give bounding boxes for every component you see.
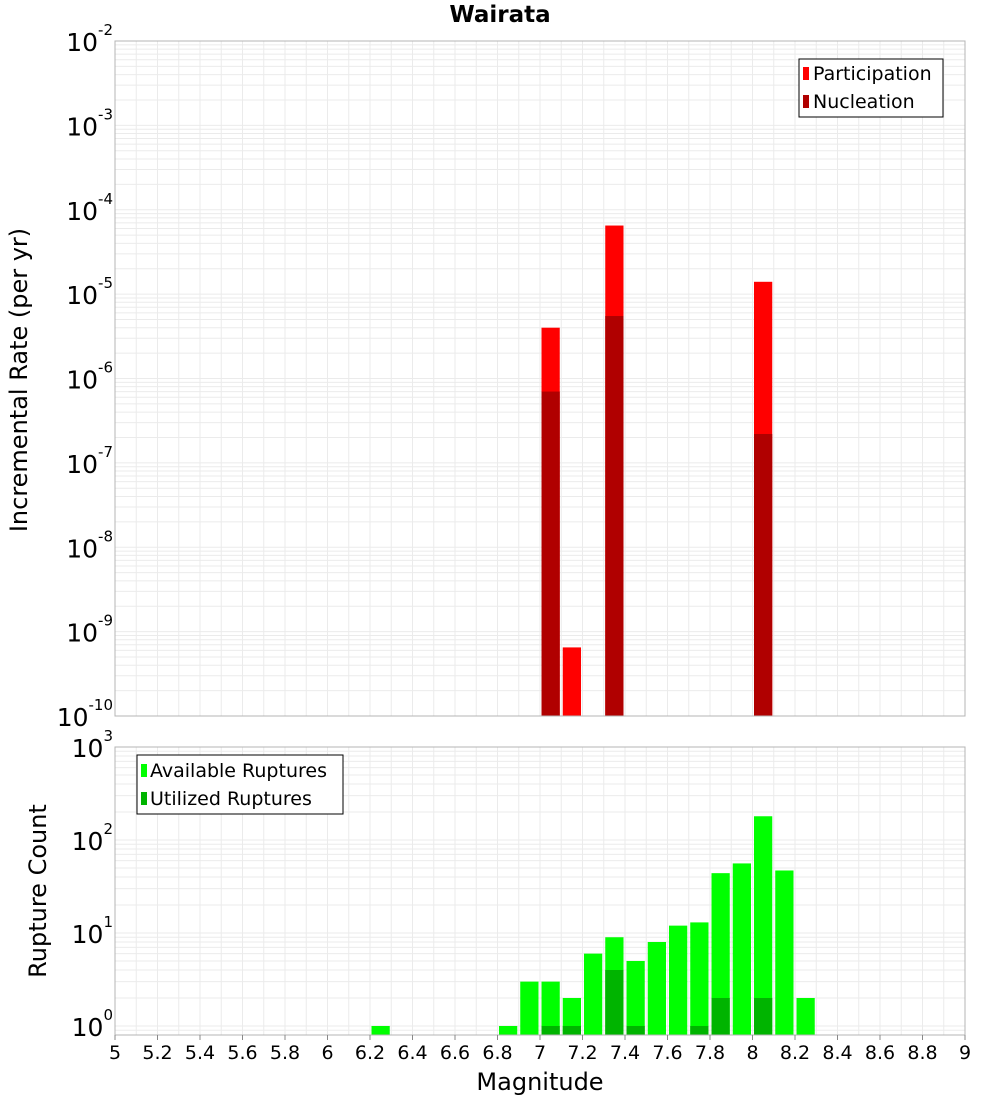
rate-legend-box [798,58,944,118]
available-bar [796,997,815,1035]
rate-y-ticks: 10-10 10-9 10-8 10-7 10-6 10-5 10-4 10-3 10-2 [57,21,113,732]
count-y-axis-label: Rupture Count [24,804,52,978]
y-tick-label: 10-7 [66,443,113,479]
rate-panel: 10-10 10-9 10-8 10-7 10-6 10-5 10-4 10-3 10-2 In… [5,21,966,732]
x-tick-label: 5.4 [185,1042,215,1064]
nucleation-bar [541,391,560,716]
nucleation-legend-swatch [803,95,809,108]
rate-legend: Participation Nucleation [798,58,944,118]
available-bar [541,981,560,1035]
available-bar [626,960,645,1035]
available-bar [732,863,751,1035]
count-legend-box [136,754,344,815]
x-axis-label: Magnitude [476,1068,603,1096]
nucleation-bar [754,433,773,716]
available-bar [775,870,794,1035]
participation-legend-swatch [803,67,809,80]
x-axis-ticks: 5 5.2 5.4 5.6 5.8 6 6.2 6.4 6.6 6.8 7 7.2 7.4 7.6 7.8 8… [109,1035,971,1064]
available-legend-swatch [141,764,147,777]
participation-bar [562,647,581,716]
nucleation-bar [605,316,624,716]
count-legend: Available Ruptures Utilized Ruptures [136,754,344,815]
x-tick-label: 6 [321,1042,333,1064]
x-tick-label: 5.8 [270,1042,300,1064]
rate-bars [541,225,773,716]
rate-y-axis-label: Incremental Rate (per yr) [5,228,33,532]
available-bar [754,816,773,1035]
utilized-legend-swatch [141,792,147,805]
available-legend-label: Available Ruptures [150,760,327,782]
x-tick-label: 9 [959,1042,971,1064]
participation-legend-label: Participation [813,63,932,85]
utilized-bar [754,997,773,1035]
available-bar [520,981,539,1035]
rate-plot-border [114,40,966,717]
available-bar [647,942,666,1035]
chart-title: Wairata [449,2,550,28]
x-tick-label: 8.4 [822,1042,852,1064]
utilized-bar [690,1025,709,1035]
utilized-bar [711,997,730,1035]
available-bar [499,1025,518,1035]
x-tick-label: 6.2 [355,1042,385,1064]
x-tick-label: 7.6 [652,1042,682,1064]
y-tick-label: 100 [72,1006,113,1042]
available-bar [562,997,581,1035]
y-tick-label: 10-10 [57,696,113,732]
nucleation-legend-label: Nucleation [813,91,915,113]
x-tick-label: 5.2 [142,1042,172,1064]
utilized-bar [626,1025,645,1035]
utilized-legend-label: Utilized Ruptures [150,788,312,810]
x-tick-label: 7 [534,1042,546,1064]
y-tick-label: 10-4 [66,190,113,226]
y-tick-label: 10-2 [66,21,113,57]
x-tick-label: 8.2 [780,1042,810,1064]
available-bar [584,953,603,1035]
x-tick-label: 7.2 [567,1042,597,1064]
utilized-bar [562,1025,581,1035]
x-tick-label: 8.8 [907,1042,937,1064]
rate-grid [114,40,966,717]
count-bars [371,816,815,1035]
x-tick-label: 7.4 [610,1042,640,1064]
count-y-ticks: 100 101 102 103 [72,727,113,1042]
utilized-bar [605,969,624,1035]
x-tick-label: 8 [746,1042,758,1064]
y-tick-label: 10-3 [66,105,113,141]
y-tick-label: 10-5 [66,274,113,310]
y-tick-label: 10-9 [66,612,113,648]
y-tick-label: 101 [72,913,113,949]
x-tick-label: 6.8 [482,1042,512,1064]
available-bar [690,922,709,1035]
available-bar [711,873,730,1035]
available-bar [371,1025,390,1035]
x-tick-label: 7.8 [695,1042,725,1064]
y-tick-label: 102 [72,820,113,856]
x-tick-label: 6.6 [440,1042,470,1064]
y-tick-label: 103 [72,727,113,763]
utilized-bar [541,1025,560,1035]
x-tick-label: 5 [109,1042,121,1064]
x-tick-label: 8.6 [865,1042,895,1064]
x-tick-label: 5.6 [227,1042,257,1064]
y-tick-label: 10-6 [66,359,113,395]
available-bar [669,925,688,1035]
count-panel: 100 101 102 103 Rupture Count Available Rup… [24,727,966,1042]
y-tick-label: 10-8 [66,527,113,563]
x-tick-label: 6.4 [397,1042,427,1064]
